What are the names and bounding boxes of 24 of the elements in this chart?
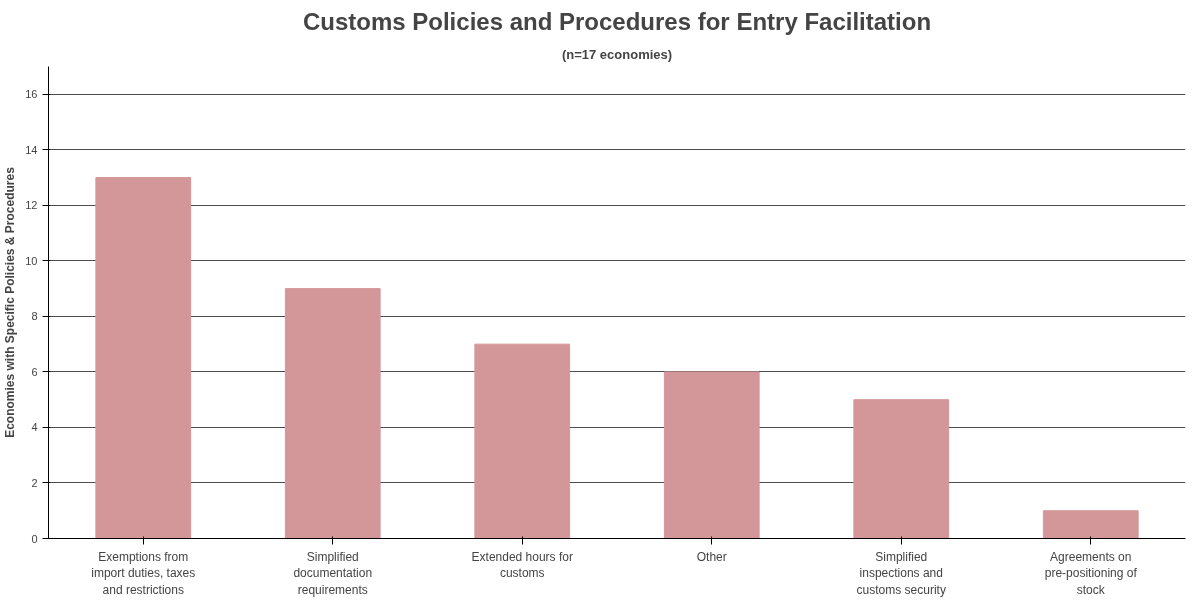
bar <box>663 371 760 539</box>
y-axis-title: Economies with Specific Policies & Procedures <box>3 166 18 438</box>
bar <box>95 177 192 539</box>
bar <box>284 288 381 539</box>
chart-title: Customs Policies and Procedures for Entry Facilitation <box>302 7 932 35</box>
y-tick-label: 6 <box>31 365 38 378</box>
x-tick-label: Extended hours for customs <box>471 549 573 581</box>
x-tick-label: Simplified inspections and customs security <box>856 549 946 598</box>
y-tick-label: 2 <box>31 476 38 489</box>
x-tick-label: Simplified documentation requirements <box>293 549 373 598</box>
bar <box>853 399 950 539</box>
y-tick-label: 0 <box>31 532 38 545</box>
x-tick-label: Other <box>696 549 727 564</box>
bar <box>1042 510 1139 539</box>
y-tick-label: 12 <box>25 199 38 212</box>
bar <box>474 343 571 539</box>
y-tick-label: 8 <box>31 310 38 323</box>
y-tick-label: 14 <box>25 143 38 156</box>
x-tick-label: Exemptions from import duties, taxes and restrictions <box>91 549 196 598</box>
y-tick-label: 16 <box>25 88 38 101</box>
y-tick-label: 10 <box>25 254 38 267</box>
x-tick-label: Agreements on pre-positioning of stock <box>1044 549 1138 598</box>
y-tick-label: 4 <box>31 421 38 434</box>
chart-subtitle: (n=17 economies) <box>561 46 673 62</box>
